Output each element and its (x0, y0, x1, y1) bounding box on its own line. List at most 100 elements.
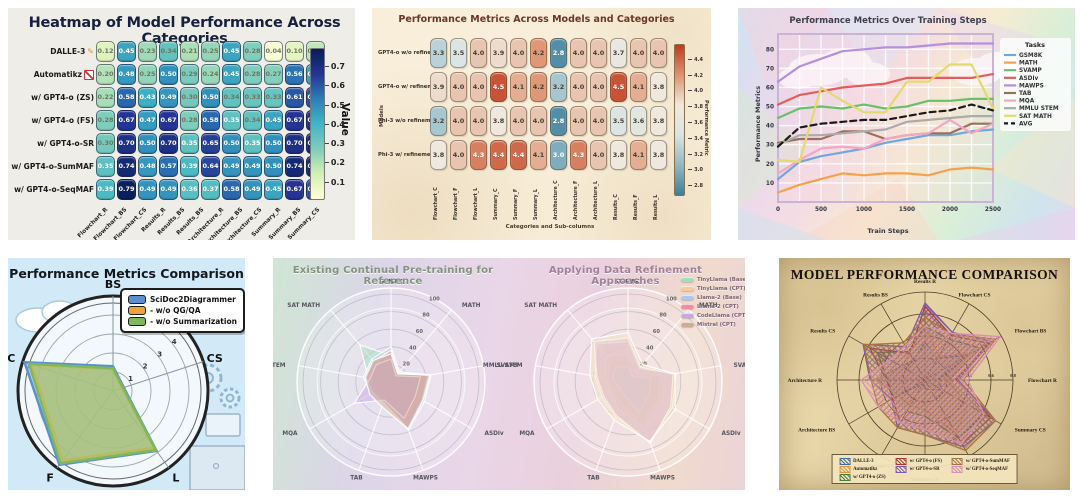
heatmap-cell: 0.28 (243, 41, 262, 62)
heatmap-cell: 0.28 (243, 64, 262, 85)
heatmap-cell: 0.67 (285, 110, 304, 131)
axis-label: MQA (282, 431, 298, 437)
x-tick-label: 2000 (942, 207, 958, 213)
x-tick-label: 0 (776, 207, 780, 213)
heatmap-cell: 0.34 (243, 110, 262, 131)
colorbar-label: Value (339, 103, 351, 136)
background-triangle (738, 8, 828, 88)
column-label: Results_F (634, 194, 639, 220)
heatmap-cell: 0.50 (264, 156, 283, 177)
heatmap-cell: 0.49 (138, 179, 157, 200)
panel-title: MODEL PERFORMANCE COMPARISON (790, 267, 1059, 282)
heatmap-cell: 4.0 (470, 38, 487, 68)
heatmap-row: Phi-3 w/ refinement 3.8 4.0 4.3 4.4 4.4 4.1 3.0… (378, 140, 670, 170)
heatmap-cell: 0.28 (96, 110, 115, 131)
legend-box (1000, 38, 1071, 131)
line-chart: 10 20 30 40 50 60 70 80 0 500 1000 1500 2000 2500 Task… (738, 8, 1075, 240)
heatmap-cell: 3.0 (550, 140, 567, 170)
column-label: Flowchart_C (434, 187, 439, 220)
axis-label: BS (105, 278, 121, 291)
legend-swatch (681, 294, 694, 301)
panel-heatmap-models: Performance Metrics Across Models and Ca… (372, 8, 711, 240)
colorbar-tick: 4.4 (688, 57, 703, 63)
heatmap-cell: 0.21 (180, 41, 199, 62)
legend-label: Llama-2 (Base) (697, 294, 742, 301)
radar-polygon (589, 332, 676, 443)
axis-label: ASDiv (721, 431, 740, 437)
axis-label: MAWPS (413, 475, 438, 481)
heatmap-cell: 0.23 (138, 41, 157, 62)
colorbar-tick: 3.4 (688, 136, 703, 142)
heatmap-cell: 0.28 (180, 110, 199, 131)
panel-title: Performance Metrics Comparison (9, 266, 244, 281)
panel-title: Performance Metrics Over Training Steps (789, 16, 987, 26)
heatmap-cell: 0.70 (285, 133, 304, 154)
heatmap-cell: 4.0 (510, 106, 527, 136)
legend-item: Mistral (CPT) (681, 320, 745, 329)
heatmap-cell: 0.70 (117, 133, 136, 154)
colorbar (310, 48, 325, 200)
heatmap-cell: 4.0 (450, 106, 467, 136)
heatmap-cell: 0.49 (159, 87, 178, 108)
axis-label: SAT MATH (524, 303, 557, 309)
radial-tick-label: 100 (666, 296, 677, 302)
heatmap-cell: 0.34 (159, 41, 178, 62)
panel-line-chart: 10 20 30 40 50 60 70 80 0 500 1000 1500 2000 2500 Task… (738, 8, 1075, 240)
colorbar-tick: 0.5 (324, 101, 345, 110)
radar-polygon (27, 362, 158, 465)
legend-label: - w/o QG/QA (150, 306, 201, 315)
heatmap-cell: 0.49 (159, 179, 178, 200)
axis-label: MAWPS (650, 475, 675, 481)
radar-plot: 12345BSCSLFC (8, 278, 223, 488)
colorbar-tick: 3.8 (688, 104, 703, 110)
series-line-mmlu-stem (776, 114, 995, 146)
series-line-asdiv (776, 72, 995, 106)
legend-label: SAT MATH (1019, 114, 1052, 120)
heatmap-cell: 0.30 (180, 87, 199, 108)
colorbar-tick: 0.6 (324, 81, 345, 90)
heatmap-cell: 0.04 (264, 41, 283, 62)
background-triangle (738, 88, 808, 208)
legend-label: MATH (1019, 61, 1038, 67)
heatmap-cell: 0.58 (222, 179, 241, 200)
heatmap-cell: 2.8 (550, 106, 567, 136)
column-label: Flowchart_F (454, 187, 459, 220)
axis-label: MATH (462, 303, 481, 309)
axis-label: Architecture R (788, 378, 822, 384)
colorbar-tick: 0.7 (324, 62, 345, 71)
chart-icon (84, 69, 94, 80)
y-tick-label: 10 (766, 181, 774, 187)
legend-swatch (895, 457, 907, 465)
heatmap-cell: 0.45 (222, 64, 241, 85)
legend-label: TinyLlama (Base) (697, 276, 745, 283)
heatmap-cell: 4.0 (470, 106, 487, 136)
heatmap-cell: 4.4 (510, 140, 527, 170)
heatmap-cell: 4.0 (450, 140, 467, 170)
heatmap-row: w/ GPT4-o (FS) 0.28 0.67 0.47 0.67 0.28 0.58 0.… (10, 110, 327, 131)
heatmap-cell: 0.27 (264, 64, 283, 85)
heatmap-cell: 0.45 (222, 41, 241, 62)
legend-item: w/ GPT4-o-SumMAF (951, 457, 1010, 465)
x-tick-label: 1000 (856, 207, 872, 213)
heatmap-cell: 3.3 (430, 38, 447, 68)
heatmap-cell: 0.47 (138, 110, 157, 131)
heatmap-cell: 0.49 (243, 156, 262, 177)
legend-item: DALLE-3 (839, 457, 886, 465)
legend-item: CodeLlama (CPT) (681, 311, 745, 320)
colorbar-tick: 0.1 (324, 178, 345, 187)
legend-title: Tasks (1025, 41, 1045, 49)
colorbar-tick: 4.0 (688, 88, 703, 94)
axis-label: Results CS (810, 329, 835, 335)
heatmap-cell: 4.2 (530, 72, 547, 102)
heatmap-cell: 4.0 (570, 72, 587, 102)
legend-label: - w/o Summarization (150, 317, 237, 326)
row-label: Automatikz (10, 69, 94, 80)
heatmap-cell: 0.50 (138, 133, 157, 154)
heatmap-cell: 0.29 (180, 64, 199, 85)
column-label: Architecture_C (554, 180, 559, 220)
axis-label: MMLU STEM (273, 363, 286, 369)
heatmap-grid: DALLE-3 ✎ 0.12 0.45 0.23 0.34 0.21 0.25 0.45 0.2… (10, 41, 327, 202)
axis-label: Summary CS (1015, 428, 1046, 434)
heatmap-cell: 3.8 (650, 72, 667, 102)
